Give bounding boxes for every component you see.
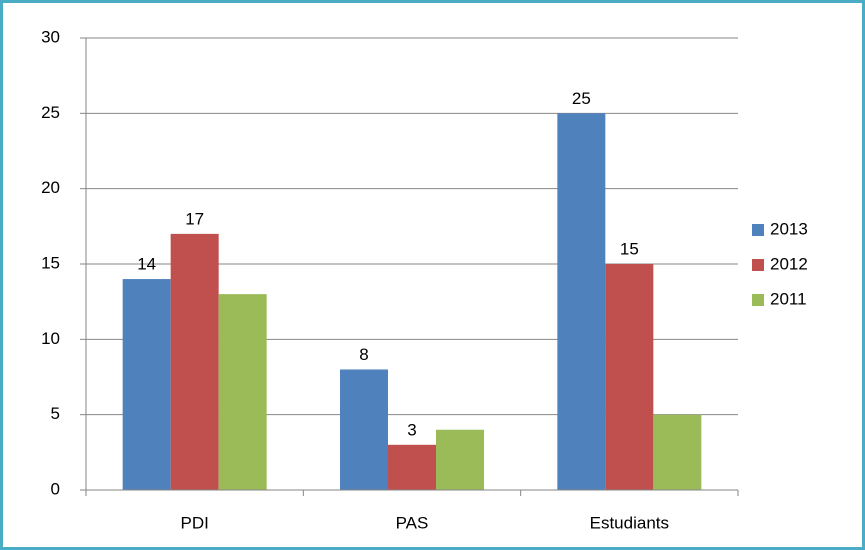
bar — [218, 294, 267, 490]
y-tick-label: 10 — [41, 329, 60, 348]
x-tick-label: Estudiants — [590, 513, 669, 532]
data-label: 17 — [185, 209, 204, 228]
x-tick-label: PAS — [396, 513, 429, 532]
legend-swatch — [752, 294, 764, 306]
data-label: 25 — [572, 89, 591, 108]
y-tick-label: 15 — [41, 253, 60, 272]
bar — [122, 279, 171, 490]
x-tick-label: PDI — [180, 513, 208, 532]
y-tick-label: 20 — [41, 178, 60, 197]
bar — [557, 113, 606, 490]
y-tick-label: 30 — [41, 27, 60, 46]
legend-label: 2013 — [770, 219, 808, 238]
bar — [436, 429, 484, 490]
bar — [170, 233, 219, 490]
y-tick-label: 0 — [51, 479, 60, 498]
legend-swatch — [752, 224, 764, 236]
legend-swatch — [752, 259, 764, 271]
data-label: 8 — [359, 345, 368, 364]
bar — [388, 444, 436, 490]
legend-label: 2011 — [770, 289, 807, 308]
bar — [605, 264, 654, 490]
bar — [653, 414, 702, 490]
y-tick-label: 25 — [41, 103, 60, 122]
legend-label: 2012 — [770, 254, 808, 273]
data-label: 15 — [620, 239, 639, 258]
y-tick-label: 5 — [51, 404, 60, 423]
data-label: 3 — [407, 420, 416, 439]
data-label: 14 — [137, 255, 156, 274]
bar — [340, 369, 388, 490]
